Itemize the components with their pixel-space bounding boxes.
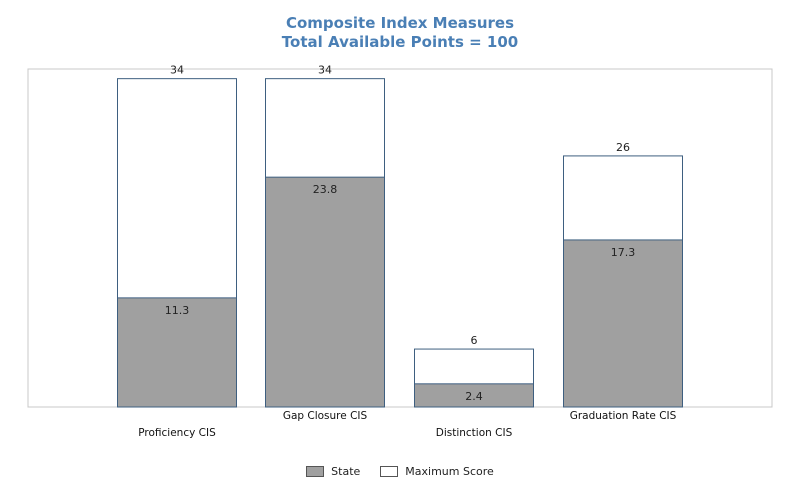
legend-label-state: State	[331, 465, 361, 478]
data-label-maximum-score-gap-closure-cis: 34	[318, 64, 332, 77]
legend-label-maximum-score: Maximum Score	[405, 465, 494, 478]
legend: State Maximum Score	[0, 465, 800, 478]
legend-swatch-maximum-score	[380, 466, 399, 477]
legend-item-state: State	[306, 465, 360, 478]
data-label-state-proficiency-cis: 11.3	[165, 304, 190, 317]
category-label-gap-closure-cis: Gap Closure CIS	[283, 410, 368, 422]
bar-state-gap-closure-cis	[265, 176, 385, 408]
bar-state-distinction-cis	[414, 383, 534, 408]
legend-item-maximum-score: Maximum Score	[380, 465, 494, 478]
bar-state-proficiency-cis	[117, 297, 237, 408]
bar-state-graduation-rate-cis	[563, 239, 683, 408]
data-label-maximum-score-proficiency-cis: 34	[170, 64, 184, 77]
data-label-maximum-score-graduation-rate-cis: 26	[616, 141, 630, 154]
data-label-state-gap-closure-cis: 23.8	[313, 183, 338, 196]
chart-title: Composite Index Measures	[285, 14, 515, 32]
category-label-proficiency-cis: Proficiency CIS	[138, 427, 216, 439]
data-label-state-distinction-cis: 2.4	[465, 390, 483, 403]
data-label-state-graduation-rate-cis: 17.3	[611, 246, 636, 259]
category-label-distinction-cis: Distinction CIS	[436, 427, 513, 439]
chart-title-block: Composite Index Measures Total Available…	[0, 14, 800, 52]
data-label-maximum-score-distinction-cis: 6	[471, 334, 478, 347]
chart-subtitle: Total Available Points = 100	[281, 33, 519, 51]
category-label-graduation-rate-cis: Graduation Rate CIS	[570, 410, 677, 422]
legend-swatch-state	[306, 466, 325, 477]
